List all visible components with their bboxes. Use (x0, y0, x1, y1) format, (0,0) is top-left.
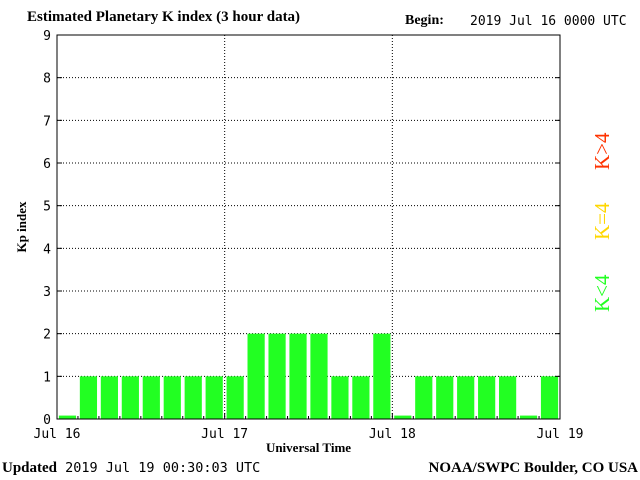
y-tick-label: 0 (43, 413, 51, 428)
legend-red: K>4 (590, 132, 614, 170)
y-axis-ticks: 0 1 2 3 4 5 6 7 8 9 (43, 29, 560, 428)
kp-bar (226, 376, 244, 419)
kp-bar (352, 376, 370, 419)
kp-bar (247, 333, 265, 419)
y-tick-label: 2 (43, 328, 51, 343)
x-tick-label: Jul 16 (34, 427, 81, 442)
kp-bar (289, 333, 307, 419)
y-tick-label: 6 (43, 157, 51, 172)
kp-bar (184, 376, 202, 419)
kp-bar (205, 376, 223, 419)
kp-bar (540, 376, 559, 419)
begin-label: Begin: (405, 13, 444, 28)
legend-yellow: K=4 (590, 202, 614, 240)
chart-title: Estimated Planetary K index (3 hour data… (27, 9, 301, 25)
kp-bar (268, 333, 286, 419)
updated-footer: Updated 2019 Jul 19 00:30:03 UTC (2, 460, 260, 477)
kp-bar (499, 376, 517, 419)
y-tick-label: 9 (43, 29, 51, 44)
x-axis-label: Universal Time (266, 440, 351, 455)
updated-label: Updated (2, 460, 58, 476)
legend-green: K<4 (590, 274, 614, 312)
x-tick-label: Jul 18 (369, 427, 416, 442)
updated-value: 2019 Jul 19 00:30:03 UTC (65, 460, 261, 476)
kp-bar (163, 376, 181, 419)
x-tick-label: Jul 19 (537, 427, 584, 442)
kp-bar (100, 376, 118, 419)
kp-bar (478, 376, 496, 419)
kp-bar (394, 415, 412, 419)
kp-bar (58, 415, 77, 419)
y-tick-label: 4 (43, 242, 51, 257)
kp-bar (310, 333, 328, 419)
kp-bar (331, 376, 349, 419)
y-axis-label: Kp index (14, 201, 29, 252)
kp-bar (457, 376, 475, 419)
y-tick-label: 7 (43, 114, 51, 129)
begin-value: 2019 Jul 16 0000 UTC (470, 14, 627, 29)
plot-frame (56, 34, 561, 420)
kp-bar (142, 376, 160, 419)
kp-bar (436, 376, 454, 419)
kp-bar (373, 333, 391, 419)
bars (58, 333, 559, 419)
credit-footer: NOAA/SWPC Boulder, CO USA (428, 460, 638, 476)
y-tick-label: 5 (43, 200, 51, 215)
y-tick-label: 8 (43, 72, 51, 87)
x-tick-label: Jul 17 (201, 427, 248, 442)
kp-bar (79, 376, 98, 419)
kp-bar (519, 415, 538, 419)
kp-bar (121, 376, 139, 419)
x-axis-ticks: Jul 16 Jul 17 Jul 18 Jul 19 (34, 413, 584, 442)
grid-lines (57, 35, 560, 419)
y-tick-label: 1 (43, 370, 51, 385)
kp-bar (415, 376, 433, 419)
y-tick-label: 3 (43, 285, 51, 300)
